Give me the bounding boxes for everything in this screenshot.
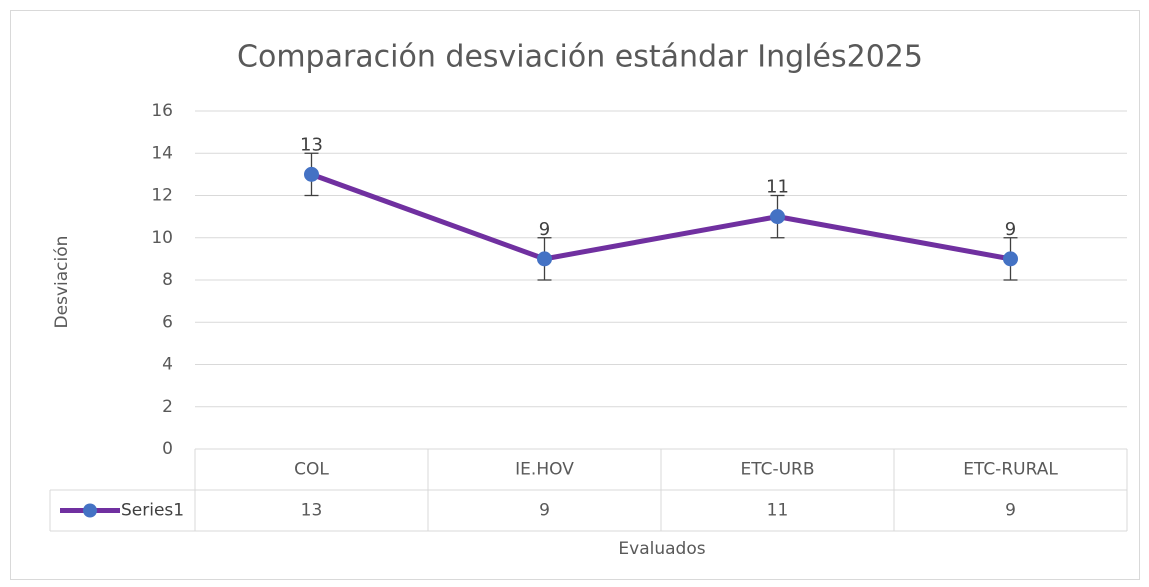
- y-tick-label: 12: [151, 186, 173, 206]
- x-tick-label: IE.HOV: [515, 460, 574, 480]
- x-tick-label: COL: [294, 460, 329, 480]
- data-label: 9: [539, 219, 550, 240]
- y-tick-label: 6: [162, 312, 173, 332]
- y-tick-label: 0: [162, 439, 173, 459]
- y-tick-label: 8: [162, 270, 173, 290]
- marker: [304, 166, 319, 182]
- marker: [770, 209, 785, 225]
- x-tick-label: ETC-URB: [740, 460, 814, 480]
- chart-title: Comparación desviación estándar Inglés20…: [237, 40, 923, 75]
- y-axis-label: Desviación: [52, 236, 72, 329]
- series-line: [310, 172, 1011, 262]
- table-value: 13: [301, 501, 323, 521]
- chart-border: [10, 10, 1140, 580]
- marker: [1003, 251, 1018, 267]
- data-label: 11: [766, 177, 789, 198]
- x-tick-label: ETC-RURAL: [963, 460, 1058, 480]
- data-label: 9: [1005, 219, 1016, 240]
- y-tick-label: 4: [162, 355, 173, 375]
- y-tick-label: 14: [151, 143, 173, 163]
- x-axis-label: Evaluados: [618, 539, 705, 559]
- legend-marker: [83, 503, 97, 518]
- y-tick-label: 16: [151, 101, 173, 121]
- table-value: 9: [1005, 501, 1016, 521]
- table-value: 11: [767, 501, 789, 521]
- legend-label: Series1: [121, 501, 184, 521]
- data-label: 13: [300, 134, 323, 155]
- marker: [537, 251, 552, 267]
- y-tick-label: 2: [162, 397, 173, 417]
- y-tick-label: 10: [151, 228, 173, 248]
- table-value: 9: [539, 501, 550, 521]
